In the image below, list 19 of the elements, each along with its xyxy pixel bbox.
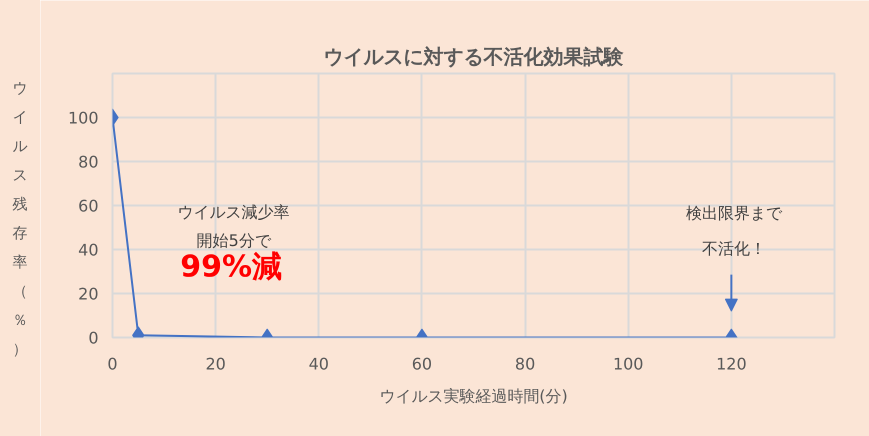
x-tick-label: 60 <box>412 354 432 374</box>
annotation: ウイルス減少率開始5分で <box>178 202 290 250</box>
x-axis-title: ウイルス実験経過時間(分) <box>379 386 568 406</box>
x-tick-label: 0 <box>107 354 118 374</box>
y-tick-label: 20 <box>78 284 98 304</box>
y-tick-label: 60 <box>78 196 98 216</box>
y-tick-label: 40 <box>78 240 98 260</box>
chart-title: ウイルスに対する不活化効果試験 <box>324 44 624 68</box>
annotation: 99%減 <box>180 250 282 285</box>
y-tick-label: 80 <box>78 152 98 172</box>
y-tick-label: 100 <box>68 108 99 128</box>
y-tick-label: 0 <box>88 328 99 348</box>
x-tick-label: 100 <box>612 354 644 374</box>
annotation: 検出限界まで不活化！ <box>686 204 783 258</box>
x-tick-label: 20 <box>205 354 226 374</box>
x-tick-label: 120 <box>716 354 747 374</box>
x-tick-label: 80 <box>514 354 536 374</box>
x-tick-label: 40 <box>308 354 329 374</box>
text: ウイルス残存率（％） <box>12 79 28 358</box>
